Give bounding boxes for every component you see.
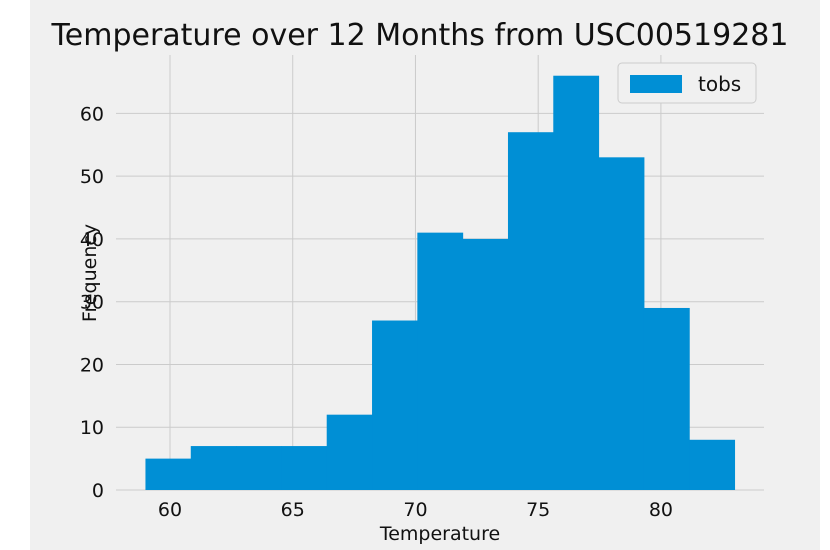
x-tick-label: 70 <box>403 499 427 521</box>
histogram-bar <box>190 446 237 490</box>
histogram-bar <box>372 320 418 490</box>
chart-figure: Temperature over 12 Months from USC00519… <box>30 0 820 550</box>
y-axis-label: Frequency <box>79 224 101 322</box>
y-tick-labels: 0 10 20 30 40 50 60 <box>80 103 104 502</box>
histogram-bar <box>281 446 328 490</box>
legend: tobs <box>617 62 757 104</box>
histogram-bar <box>462 238 509 490</box>
histogram-bar <box>598 157 645 490</box>
histogram-bar <box>643 307 690 490</box>
legend-swatch <box>630 75 682 93</box>
legend-label: tobs <box>698 72 741 96</box>
y-tick-label: 0 <box>92 480 104 502</box>
y-tick-label: 30 <box>80 292 104 314</box>
histogram-chart: Temperature over 12 Months from USC00519… <box>51 18 789 545</box>
histogram-bar <box>507 132 554 490</box>
x-tick-label: 65 <box>281 499 305 521</box>
histogram-bars <box>145 75 736 490</box>
x-axis-label: Temperature <box>379 523 500 545</box>
histogram-bar <box>417 232 464 490</box>
histogram-bar <box>145 458 192 490</box>
histogram-bar <box>689 439 736 490</box>
x-tick-label: 75 <box>526 499 550 521</box>
histogram-bar <box>553 75 600 490</box>
y-tick-label: 10 <box>80 417 104 439</box>
x-tick-label: 60 <box>158 499 182 521</box>
y-tick-label: 60 <box>80 103 104 125</box>
x-tick-label: 80 <box>649 499 673 521</box>
histogram-bar <box>326 414 373 490</box>
histogram-bar <box>236 446 282 490</box>
y-tick-label: 20 <box>80 354 104 376</box>
x-tick-labels: 60 65 70 75 80 <box>158 499 673 521</box>
y-tick-label: 40 <box>80 229 104 251</box>
chart-title: Temperature over 12 Months from USC00519… <box>51 18 789 53</box>
y-tick-label: 50 <box>80 166 104 188</box>
